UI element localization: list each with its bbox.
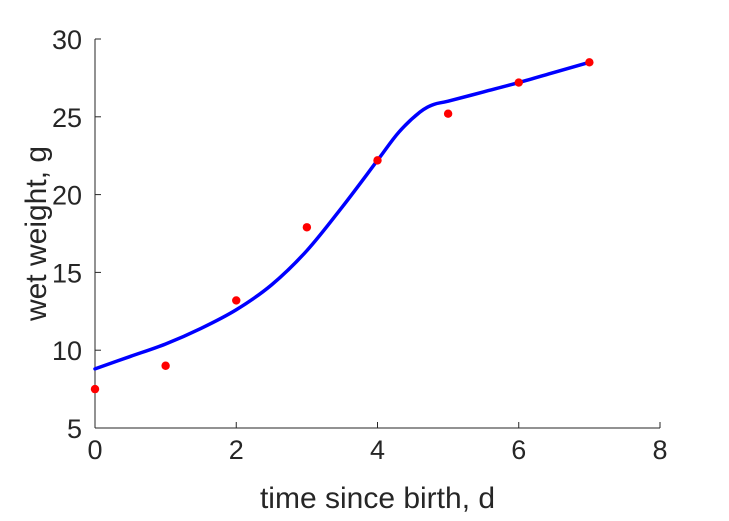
data-point xyxy=(90,384,100,394)
data-point xyxy=(514,78,523,87)
y-axis-label: wet weight, g xyxy=(20,146,53,322)
x-ticks: 0 2 4 6 8 xyxy=(87,422,668,465)
x-axis-label: time since birth, d xyxy=(260,482,495,515)
data-point xyxy=(443,109,453,118)
x-tick-label: 4 xyxy=(370,435,385,465)
y-tick-label: 25 xyxy=(52,103,82,133)
x-tick-label: 0 xyxy=(87,435,102,465)
y-tick-label: 15 xyxy=(52,258,82,288)
data-point xyxy=(373,156,382,165)
data-points-group xyxy=(90,58,594,394)
data-point xyxy=(585,58,594,67)
axes xyxy=(94,39,660,429)
x-tick-label: 6 xyxy=(511,435,526,465)
data-point xyxy=(302,223,312,232)
y-ticks: 5 10 15 20 25 30 xyxy=(52,25,101,444)
y-tick-label: 10 xyxy=(52,336,82,366)
y-tick-label: 5 xyxy=(67,414,82,444)
fit-curve-group xyxy=(93,60,592,371)
x-tick-label: 2 xyxy=(229,435,244,465)
x-tick-label: 8 xyxy=(652,435,667,465)
y-tick-label: 20 xyxy=(52,181,82,211)
y-tick-label: 30 xyxy=(52,25,82,55)
data-point xyxy=(161,361,170,370)
data-point xyxy=(232,296,241,305)
fit-curve xyxy=(93,60,592,371)
